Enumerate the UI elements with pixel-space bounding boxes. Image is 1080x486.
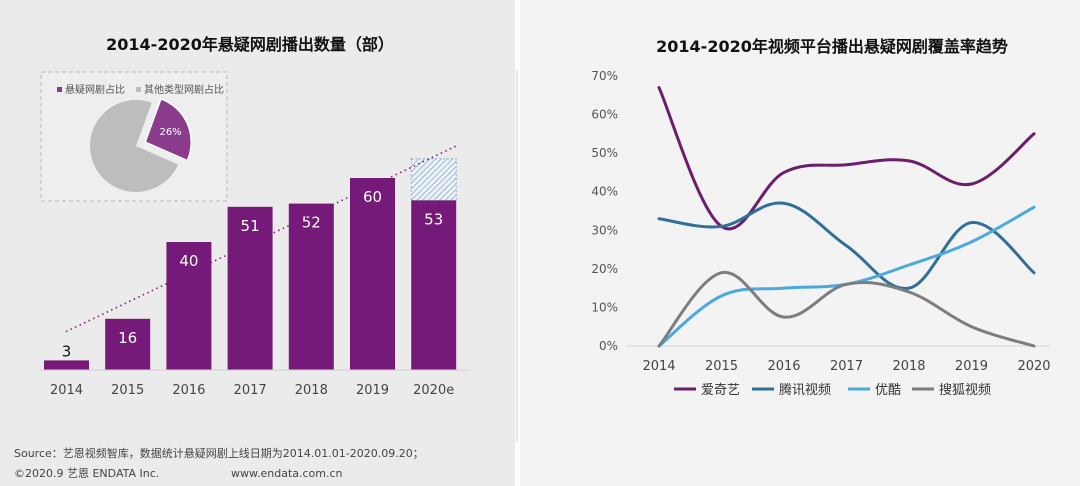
- right-panel-background: [520, 0, 1080, 486]
- y-tick-0: 0%: [599, 339, 618, 353]
- bar-tick-2016: 2016: [172, 383, 205, 398]
- bar-tick-2018: 2018: [295, 383, 328, 398]
- bar-2018: [288, 203, 334, 370]
- y-tick-70: 70%: [591, 69, 618, 83]
- bar-label-2016: 40: [179, 252, 198, 270]
- legend-swatch-other: [136, 87, 141, 92]
- series-line-0: [657, 86, 1036, 231]
- legend-label-3: 搜狐视频: [939, 383, 991, 398]
- trend-line: [65, 145, 457, 333]
- y-tick-40: 40%: [591, 185, 618, 199]
- x-tick-2018: 2018: [892, 359, 925, 374]
- bar-marks: 3 2014 16 2015 40 2016 51 2017 52 2018 60 2019 53 202…: [44, 145, 457, 398]
- x-tick-2017: 2017: [830, 359, 863, 374]
- y-tick-50: 50%: [591, 146, 618, 160]
- pie-legend-other: 其他类型网剧占比: [144, 83, 224, 96]
- y-tick-60: 60%: [591, 108, 618, 122]
- pie-slice-suspense: [144, 97, 192, 162]
- line-chart-title: 2014-2020年视频平台播出悬疑网剧覆盖率趋势: [656, 37, 1008, 56]
- bar-tick-2020e: 2020e: [413, 383, 454, 398]
- bar-2019: [350, 178, 395, 370]
- bar-chart-title: 2014-2020年悬疑网剧播出数量（部）: [106, 35, 394, 54]
- legend-label-2: 优酷: [875, 383, 901, 398]
- footer-website: www.endata.com.cn: [231, 467, 343, 480]
- bar-2017: [227, 206, 273, 370]
- y-tick-10: 10%: [591, 300, 618, 314]
- inset-pie: 26%: [89, 97, 192, 193]
- bar-projection-2020e: [410, 158, 457, 201]
- line-chart: 2014-2020年视频平台播出悬疑网剧覆盖率趋势 0% 10% 20% 30% 40%…: [591, 37, 1050, 398]
- bar-tick-2015: 2015: [111, 383, 144, 398]
- series-line-1: [657, 201, 1036, 290]
- footer-source: Source：艺恩视频智库，数据统计悬疑网剧上线日期为2014.01.01-20…: [14, 446, 424, 460]
- bar-label-2018: 52: [302, 214, 321, 232]
- bar-tick-2019: 2019: [356, 383, 389, 398]
- bar-2015: [105, 318, 151, 370]
- x-tick-2014: 2014: [642, 359, 675, 374]
- line-grid: 0% 10% 20% 30% 40% 50% 60% 70% 2014 2015 2016 2017 2…: [591, 69, 1050, 374]
- legend-label-1: 腾讯视频: [779, 382, 831, 398]
- legend-label-0: 爱奇艺: [701, 382, 740, 398]
- line-legend: 爱奇艺 腾讯视频 优酷 搜狐视频: [674, 382, 991, 398]
- footer-copyright: ©2020.9 艺恩 ENDATA Inc.: [14, 467, 159, 480]
- bar-2016: [166, 242, 212, 370]
- legend-swatch-suspense: [57, 87, 62, 92]
- bar-chart: 2014-2020年悬疑网剧播出数量（部） 悬疑网剧占比 其他类型网剧占比 26…: [40, 35, 470, 398]
- y-tick-20: 20%: [591, 262, 618, 276]
- pie-label-suspense: 26%: [159, 127, 181, 138]
- x-tick-2019: 2019: [955, 359, 988, 374]
- bar-label-2014: 3: [62, 342, 72, 360]
- x-tick-2015: 2015: [705, 359, 738, 374]
- line-marks: [657, 86, 1036, 348]
- bar-tick-2017: 2017: [234, 383, 267, 398]
- x-tick-2020: 2020: [1017, 359, 1050, 374]
- series-line-3: [657, 271, 1036, 348]
- bar-2014: [44, 360, 89, 370]
- pie-legend-suspense: 悬疑网剧占比: [65, 83, 125, 96]
- bar-2020e: [411, 200, 457, 370]
- bar-label-2020e: 53: [424, 210, 443, 228]
- x-tick-2016: 2016: [767, 359, 800, 374]
- pie-slice-other: [89, 99, 179, 193]
- y-tick-30: 30%: [591, 223, 618, 237]
- bar-label-2017: 51: [241, 217, 260, 235]
- bar-tick-2014: 2014: [50, 383, 83, 398]
- bar-label-2015: 16: [118, 329, 137, 347]
- bar-label-2019: 60: [363, 188, 382, 206]
